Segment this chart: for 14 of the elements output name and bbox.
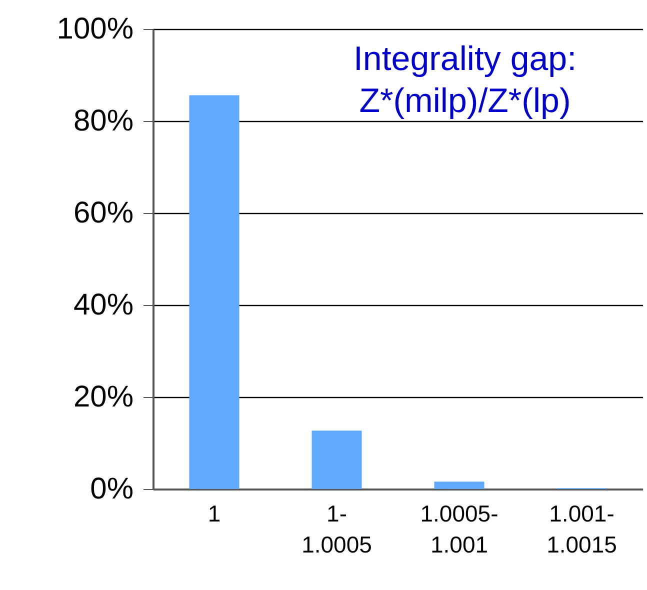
y-tick-label: 60%	[73, 196, 134, 230]
y-tick-label: 40%	[73, 288, 134, 322]
x-tick-label: 1-1.0005	[302, 500, 372, 558]
x-tick-label: 1.001-1.0015	[546, 500, 617, 558]
bar	[189, 95, 240, 489]
bar	[434, 482, 484, 489]
y-tick-label: 0%	[90, 472, 134, 506]
y-tick-label: 20%	[73, 380, 134, 414]
x-tick-label: 1.0005-1.001	[420, 500, 498, 558]
x-tick-label: 1	[208, 500, 221, 526]
y-tick-label: 100%	[56, 12, 134, 46]
bar	[312, 430, 362, 489]
text: Integrality gap: Z*(milp)/Z*(lp)	[353, 40, 577, 120]
y-tick-label: 80%	[73, 104, 134, 138]
